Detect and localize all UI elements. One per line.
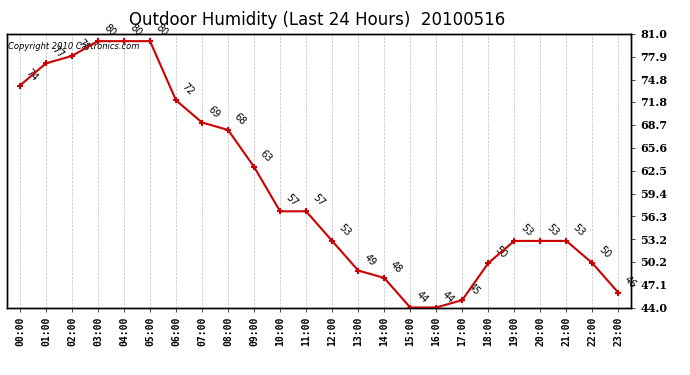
Text: 80: 80 xyxy=(154,22,170,38)
Text: 53: 53 xyxy=(518,222,534,238)
Text: 48: 48 xyxy=(388,260,404,275)
Text: 44: 44 xyxy=(415,289,430,305)
Text: 72: 72 xyxy=(180,82,196,98)
Text: 80: 80 xyxy=(128,22,144,38)
Text: 74: 74 xyxy=(24,67,40,83)
Text: 77: 77 xyxy=(50,45,66,61)
Text: 53: 53 xyxy=(571,222,586,238)
Text: 49: 49 xyxy=(362,252,378,268)
Text: 50: 50 xyxy=(596,244,612,260)
Text: 50: 50 xyxy=(493,244,509,260)
Text: Outdoor Humidity (Last 24 Hours)  20100516: Outdoor Humidity (Last 24 Hours) 2010051… xyxy=(129,11,506,29)
Text: 68: 68 xyxy=(233,111,248,127)
Text: 45: 45 xyxy=(466,282,482,297)
Text: Copyright 2010 Cartronics.com: Copyright 2010 Cartronics.com xyxy=(8,42,139,51)
Text: 69: 69 xyxy=(206,104,222,120)
Text: 80: 80 xyxy=(102,22,118,38)
Text: 53: 53 xyxy=(336,222,352,238)
Text: 53: 53 xyxy=(544,222,560,238)
Text: 78: 78 xyxy=(76,38,92,53)
Text: 57: 57 xyxy=(310,193,326,208)
Text: 57: 57 xyxy=(284,193,300,208)
Text: 46: 46 xyxy=(622,274,638,290)
Text: 44: 44 xyxy=(440,289,456,305)
Text: 63: 63 xyxy=(258,148,274,164)
